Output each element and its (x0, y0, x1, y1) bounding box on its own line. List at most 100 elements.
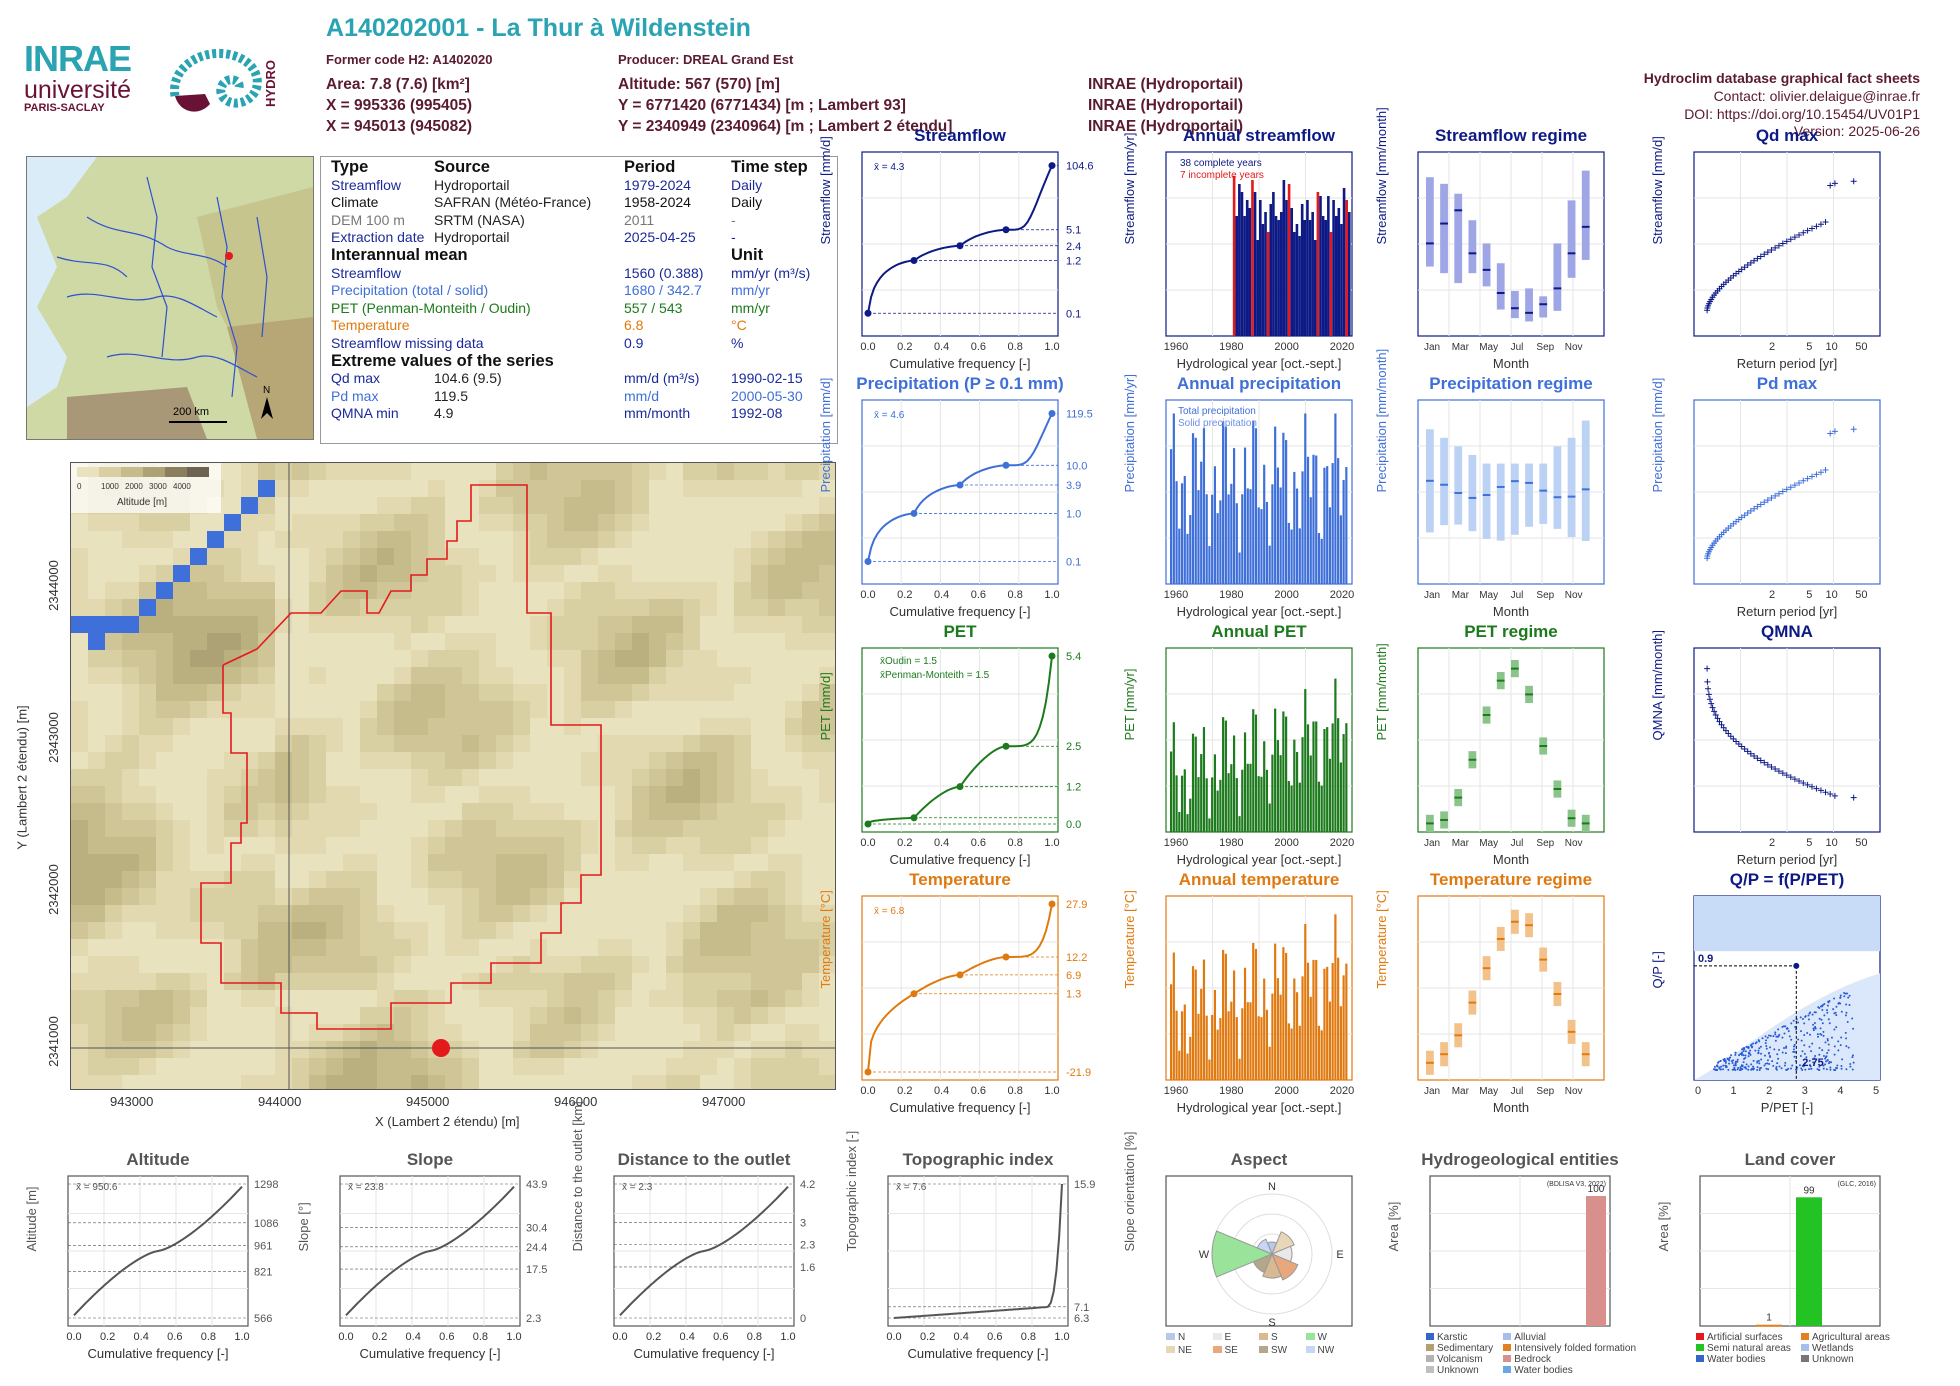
qp-point (1766, 1059, 1769, 1062)
fact-sheet-credit: Hydroclim database graphical fact sheets (1643, 70, 1920, 86)
qp-point (1736, 1058, 1739, 1061)
qp-point (1763, 1064, 1766, 1067)
chart-topo_cdf: Topographic index 6.3 7.1 15.9 x̄ = 7.6 0.0 0.… (844, 1131, 1095, 1361)
annual-bar (1323, 968, 1326, 1080)
qp-point (1764, 1042, 1767, 1045)
x-tick: 0.2 (897, 341, 912, 353)
qp-point (1811, 1042, 1814, 1045)
doi-link[interactable]: DOI: https://doi.org/10.15454/UV01P1 (1684, 106, 1920, 122)
return-point (1761, 759, 1768, 766)
qp-point (1790, 1022, 1793, 1025)
aspect-legend-item: SE (1212, 1345, 1260, 1356)
qp-point (1777, 1057, 1780, 1060)
y-axis-label: Streamflow [mm/month] (1374, 107, 1389, 245)
annual-bar (1268, 803, 1271, 832)
qp-point (1768, 1063, 1771, 1066)
return-point (1787, 236, 1794, 243)
y-axis-label: Temperature [°C] (1374, 890, 1389, 989)
x-tick: 2 (1769, 341, 1775, 353)
return-point (1791, 234, 1798, 241)
annual-bar (1194, 736, 1197, 832)
regime-box (1511, 463, 1519, 535)
annual-bar (1319, 196, 1322, 336)
qp-point (1799, 1030, 1802, 1033)
annual-bar (1290, 529, 1293, 584)
qp-point (1833, 1028, 1836, 1031)
qp-point (1814, 1025, 1817, 1028)
x-tick: 1.0 (506, 1331, 521, 1343)
return-point (1764, 497, 1771, 504)
return-point (1804, 475, 1811, 482)
annual-bar (1178, 1050, 1181, 1080)
qp-point (1785, 1068, 1788, 1071)
x-tick: 0.4 (680, 1331, 695, 1343)
cover-bar (1796, 1197, 1822, 1326)
annual-bar (1345, 963, 1348, 1080)
x-tick: Jan (1424, 342, 1440, 353)
qp-point (1799, 1054, 1802, 1057)
legend-entry: Total precipitation (1178, 406, 1256, 417)
north-arrow-icon (261, 397, 273, 419)
qp-point (1741, 1052, 1744, 1055)
return-point (1716, 718, 1723, 725)
x-axis-label: Return period [yr] (1736, 852, 1838, 867)
bar-value: 1 (1766, 1313, 1772, 1324)
x-tick: Nov (1565, 342, 1583, 353)
qp-point (1814, 1011, 1817, 1014)
qp-point (1748, 1052, 1751, 1055)
qp-point (1758, 1062, 1761, 1065)
annual-bar (1306, 724, 1310, 832)
qp-point (1743, 1066, 1746, 1069)
station-location-marker (225, 252, 233, 260)
qp-point (1801, 1018, 1804, 1021)
x-tick: 1960 (1164, 589, 1188, 601)
x-lambert2e: X = 945013 (945082) (326, 118, 473, 135)
qp-point (1792, 1050, 1795, 1053)
quantile-label: 30.4 (526, 1222, 547, 1234)
qp-point (1847, 1046, 1850, 1049)
qp-point (1724, 1061, 1727, 1064)
chart-plot: 1960 1980 2000 2020 (1164, 895, 1354, 1097)
chart-plot: 0 1.6 2.3 3 4.2 x̄ = 2.3 0.0 0.2 0.4 0.6 0.8 1.0 (612, 1175, 815, 1343)
return-point (1754, 255, 1761, 262)
qp-point (1806, 1032, 1809, 1035)
x-tick: 2000 (1274, 837, 1298, 849)
annual-bar (1189, 515, 1192, 584)
info-source-row: Streamflow Hydroportail 1979-2024 Daily (329, 177, 829, 195)
return-point (1751, 257, 1758, 264)
qp-point (1809, 1033, 1812, 1036)
quantile-label: 1.6 (800, 1262, 815, 1274)
info-cell: Pd max (331, 387, 379, 404)
quantile-label: 5.1 (1066, 225, 1081, 237)
qp-point (1760, 1058, 1763, 1061)
qp-point (1776, 1035, 1779, 1038)
annual-bar (1170, 751, 1173, 832)
qp-point (1820, 1033, 1823, 1036)
quantile-label: 0.0 (1066, 819, 1081, 831)
x-tick: 1.0 (1044, 589, 1059, 601)
qp-point (1757, 1039, 1760, 1042)
qp-point (1739, 1052, 1742, 1055)
x-axis-label: P/PET [-] (1760, 1100, 1814, 1115)
return-point (1808, 225, 1815, 232)
info-cell: % (731, 334, 744, 351)
annual-bar (1249, 763, 1252, 832)
return-point (1822, 467, 1829, 474)
regime-box (1525, 288, 1533, 322)
annual-bar (1265, 501, 1269, 584)
quantile-point (864, 820, 872, 828)
contact[interactable]: Contact: olivier.delaigue@inrae.fr (1713, 88, 1920, 104)
annual-bar (1202, 428, 1206, 584)
info-cell: 1958-2024 (624, 194, 691, 211)
quantile-label: 2.5 (1066, 741, 1081, 753)
annual-bar (1345, 200, 1348, 336)
qp-point (1849, 1065, 1852, 1068)
info-cell: - (731, 211, 736, 228)
return-point (1706, 696, 1713, 703)
chart-aspect: Aspect N E S W Slope orientation [%] N E S W NE SE S… (1122, 1132, 1353, 1356)
qp-point (1724, 1064, 1727, 1067)
qp-point (1713, 1065, 1716, 1068)
quantile-label: 7.1 (1074, 1302, 1089, 1314)
qp-point (1751, 1045, 1754, 1048)
return-point (1747, 507, 1754, 514)
